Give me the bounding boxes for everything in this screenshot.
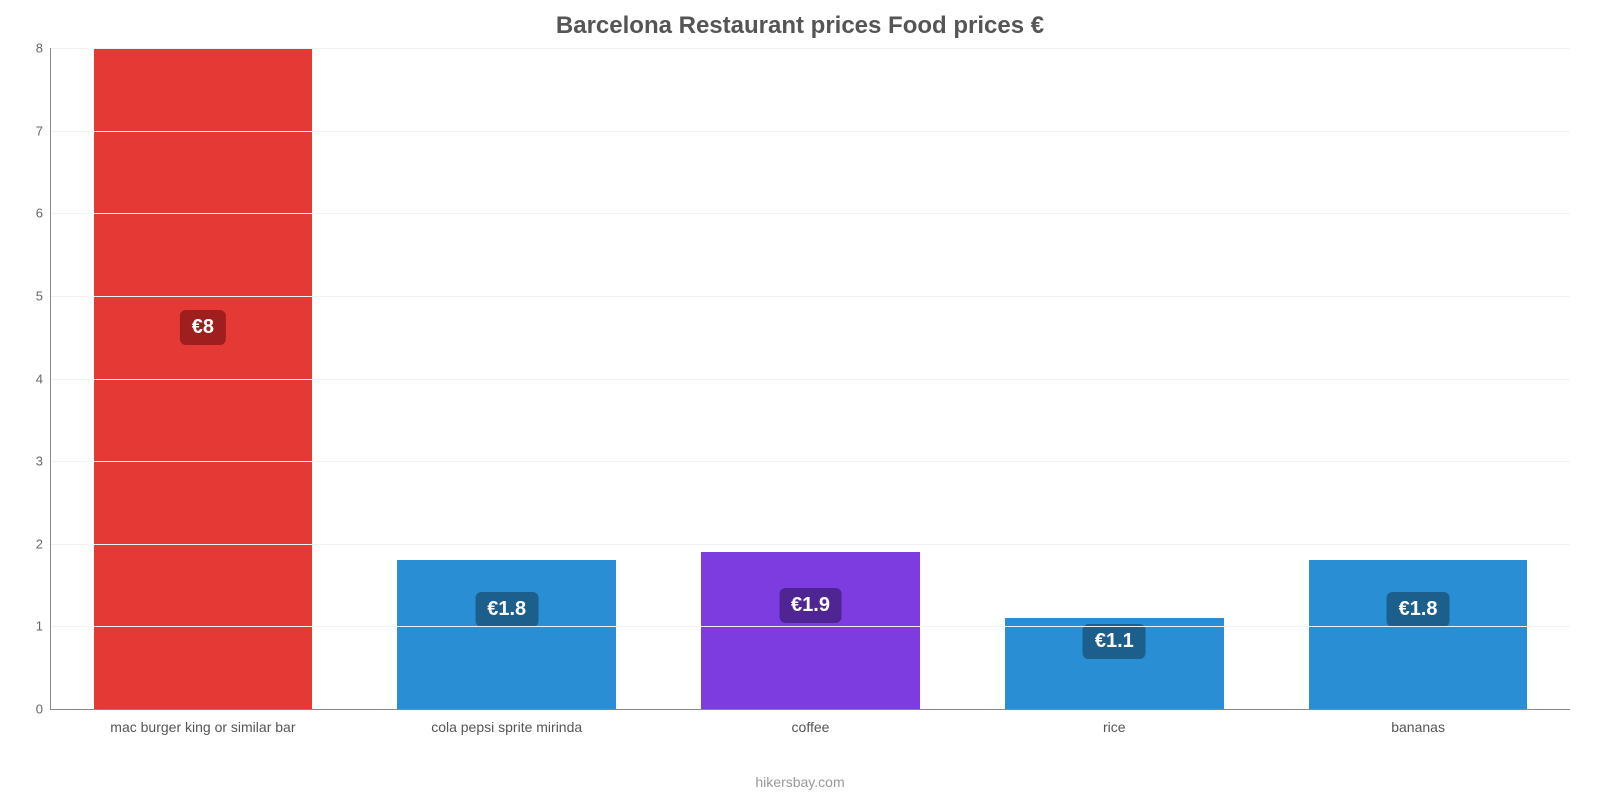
ytick-label: 8 [36,41,51,56]
ytick-label: 6 [36,206,51,221]
xtick-label: bananas [1391,709,1445,735]
gridline [51,379,1570,380]
ytick-label: 3 [36,454,51,469]
ytick-label: 1 [36,619,51,634]
gridline [51,131,1570,132]
chart-title: Barcelona Restaurant prices Food prices … [0,12,1600,40]
gridline [51,626,1570,627]
gridline [51,213,1570,214]
bar [701,552,920,709]
gridline [51,544,1570,545]
gridline [51,461,1570,462]
gridline [51,48,1570,49]
gridline [51,296,1570,297]
price-bar-chart: Barcelona Restaurant prices Food prices … [0,0,1600,800]
bar-value-label: €1.8 [1387,592,1450,627]
ytick-label: 0 [36,702,51,717]
bar-value-label: €1.1 [1083,624,1146,659]
xtick-label: coffee [792,709,830,735]
xtick-label: rice [1103,709,1126,735]
chart-caption: hikersbay.com [0,774,1600,790]
ytick-label: 7 [36,123,51,138]
xtick-label: cola pepsi sprite mirinda [431,709,582,735]
bar-value-label: €8 [180,310,226,345]
xtick-label: mac burger king or similar bar [110,709,295,735]
ytick-label: 2 [36,536,51,551]
bar [1309,560,1528,709]
plot-area: €8€1.8€1.9€1.1€1.8 012345678mac burger k… [50,48,1570,710]
bar-value-label: €1.8 [475,592,538,627]
ytick-label: 4 [36,371,51,386]
bar-value-label: €1.9 [779,588,842,623]
ytick-label: 5 [36,288,51,303]
bar [397,560,616,709]
